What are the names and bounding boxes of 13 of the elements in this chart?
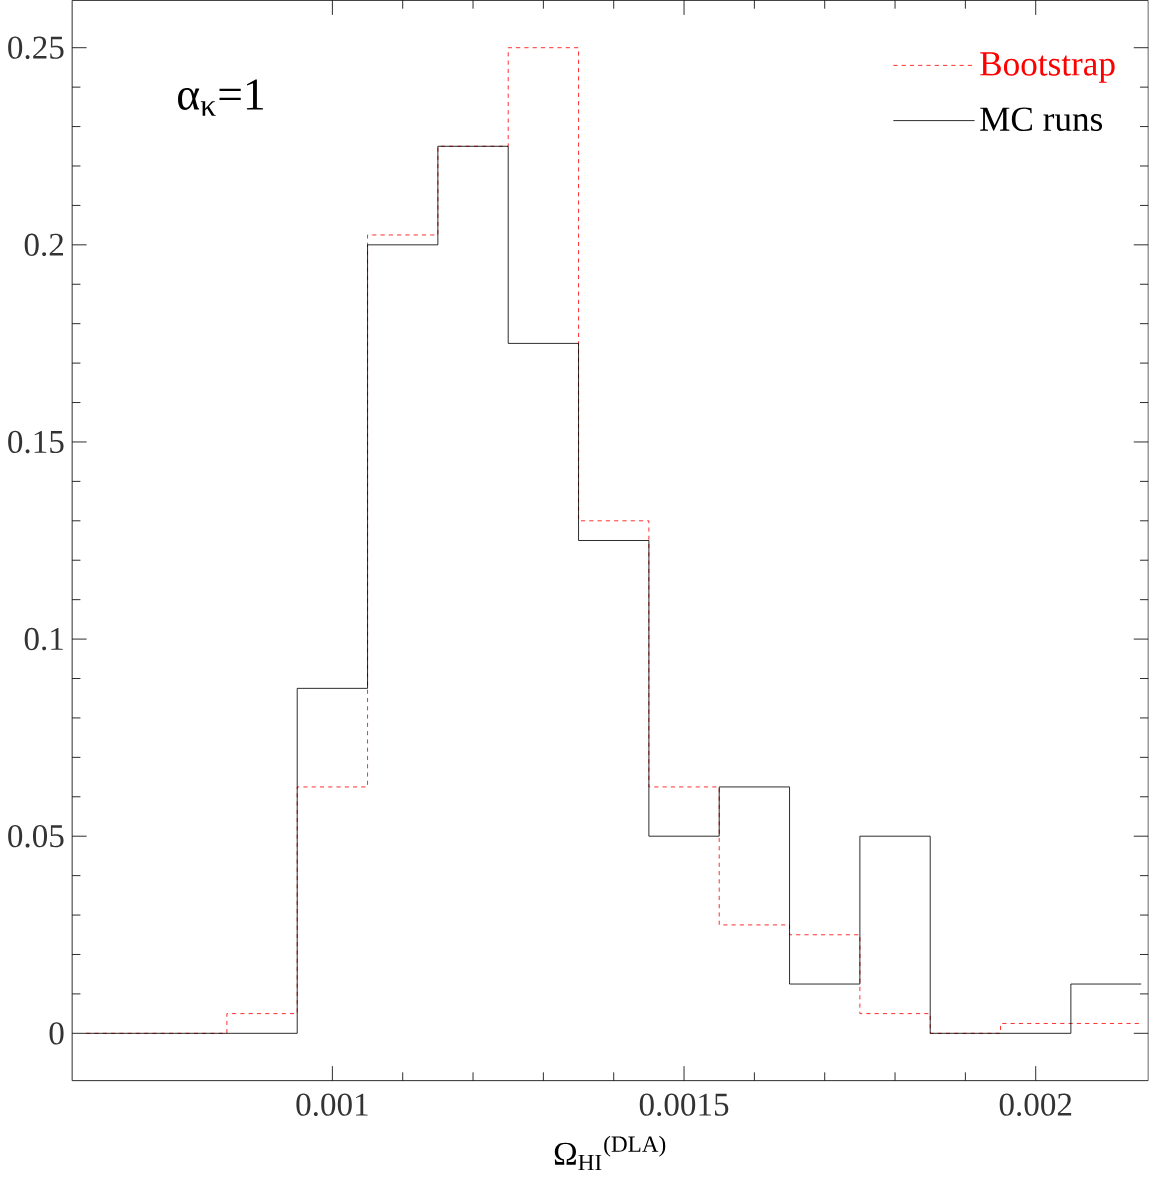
y-tick-label: 0.15 xyxy=(8,430,64,454)
x-tick-label: 0.0015 xyxy=(639,1093,729,1116)
annotation: α$_{κ}$=1 xyxy=(178,79,264,116)
y-tick-label: 0.2 xyxy=(24,233,64,257)
y-tick-label: 0.05 xyxy=(8,824,64,848)
x-axis-title: Ω$_{HI}$(DLA) xyxy=(554,1135,666,1171)
x-tick-label: 0.001 xyxy=(296,1093,368,1116)
legend-label: Bootstrap xyxy=(980,52,1115,83)
y-tick-label: 0.25 xyxy=(8,36,64,59)
legend-label: MC runs xyxy=(980,107,1103,132)
y-tick-label: 0.1 xyxy=(24,627,64,651)
x-tick-label: 0.002 xyxy=(999,1093,1072,1116)
y-tick-label: 0 xyxy=(49,1022,64,1045)
